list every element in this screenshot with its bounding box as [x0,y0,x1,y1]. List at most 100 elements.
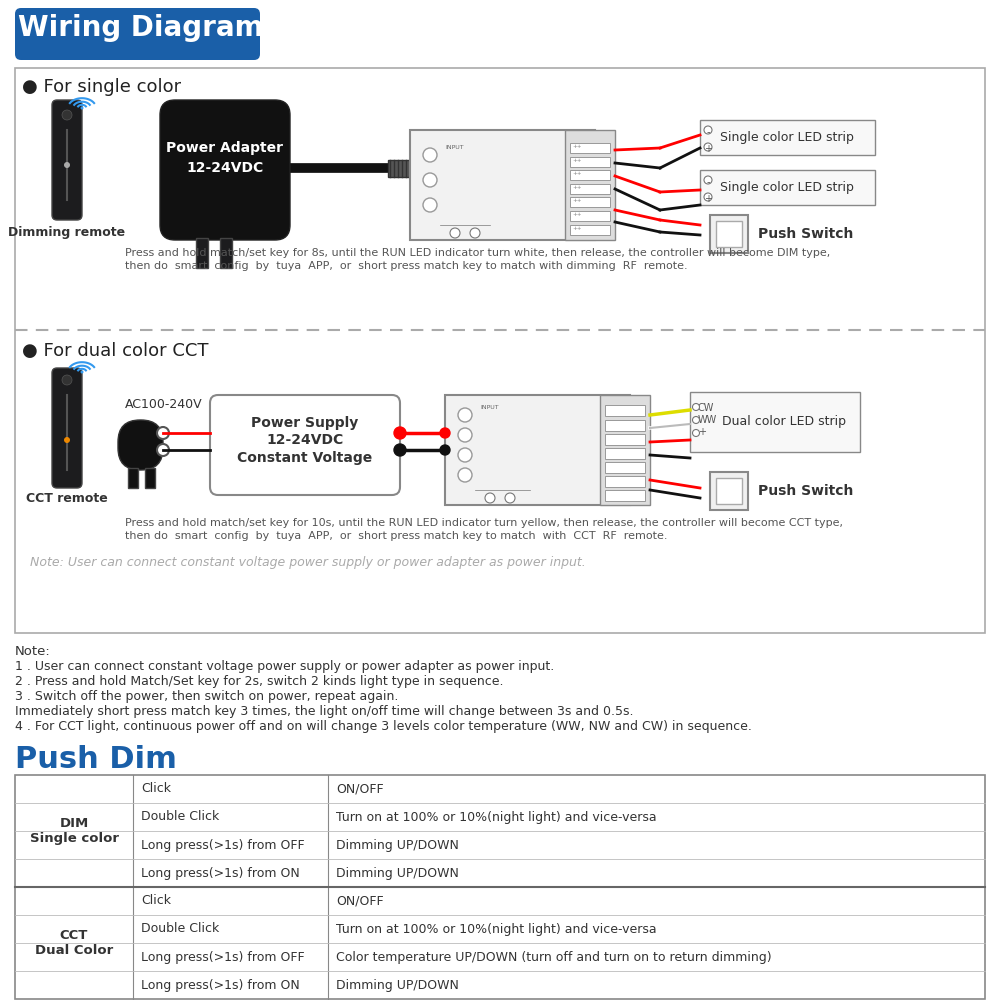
Circle shape [423,148,437,162]
Bar [145,468,155,488]
Bar [710,472,748,510]
Text: Push Switch: Push Switch [758,484,853,498]
Circle shape [505,493,515,503]
Circle shape [157,444,169,456]
Text: Note:: Note: [15,645,51,658]
Circle shape [423,173,437,187]
Text: Color temperature UP/DOWN (turn off and turn on to return dimming): Color temperature UP/DOWN (turn off and … [336,950,772,964]
Text: Dimming remote: Dimming remote [8,226,126,239]
Text: Constant Voltage: Constant Voltage [237,451,373,465]
Circle shape [692,416,700,424]
Text: ● For single color: ● For single color [22,78,181,96]
Text: ++: ++ [572,185,582,190]
Text: -: - [706,127,710,137]
Text: 3 . Switch off the power, then switch on power, repeat again.: 3 . Switch off the power, then switch on… [15,690,398,703]
Bar [15,68,985,633]
Text: Push Switch: Push Switch [758,227,853,241]
FancyBboxPatch shape [15,8,260,60]
Text: +: + [704,144,712,154]
Text: WW: WW [698,415,717,425]
Bar [15,775,985,999]
Bar [388,160,410,177]
Circle shape [423,198,437,212]
Text: ++: ++ [572,144,582,149]
Text: Dimming UP/DOWN: Dimming UP/DOWN [336,978,459,992]
Text: ++: ++ [572,226,582,231]
Text: Click: Click [141,894,171,908]
Circle shape [704,143,712,151]
Bar [605,420,645,431]
Circle shape [64,437,70,443]
Text: 1 . User can connect constant voltage power supply or power adapter as power inp: 1 . User can connect constant voltage po… [15,660,554,673]
Text: Wiring Diagram: Wiring Diagram [18,14,264,42]
Circle shape [704,126,712,134]
Text: Dimming UP/DOWN: Dimming UP/DOWN [336,838,459,852]
Text: AC100-240V: AC100-240V [125,398,203,411]
Text: Turn on at 100% or 10%(night light) and vice-versa: Turn on at 100% or 10%(night light) and … [336,922,657,936]
Text: ON/OFF: ON/OFF [336,894,384,908]
Circle shape [64,162,70,168]
Bar [570,225,610,235]
Text: +: + [698,427,706,437]
Bar [605,490,645,501]
Bar [600,395,650,505]
Text: Immediately short press match key 3 times, the light on/off time will change bet: Immediately short press match key 3 time… [15,705,634,718]
Text: ++: ++ [572,158,582,163]
Text: Press and hold match/set key for 8s, until the RUN LED indicator turn white, the: Press and hold match/set key for 8s, unt… [125,248,830,258]
Text: Single color LED strip: Single color LED strip [720,130,854,143]
Circle shape [80,106,84,109]
Text: 12-24VDC: 12-24VDC [186,161,264,175]
Bar [700,120,875,155]
Text: Push Dim: Push Dim [15,745,177,774]
Bar [605,448,645,459]
Bar [700,170,875,205]
Text: ON/OFF: ON/OFF [336,782,384,796]
Text: Click: Click [141,782,171,796]
Circle shape [692,403,700,410]
Text: CCT
Dual Color: CCT Dual Color [35,929,113,957]
Bar [716,221,742,247]
Bar [716,478,742,504]
Circle shape [704,193,712,201]
Bar [570,157,610,167]
Text: Double Click: Double Click [141,810,219,824]
Circle shape [394,444,406,456]
Circle shape [440,428,450,438]
Bar [565,130,615,240]
Text: INPUT: INPUT [480,405,499,410]
Text: Press and hold match/set key for 10s, until the RUN LED indicator turn yellow, t: Press and hold match/set key for 10s, un… [125,518,843,528]
Bar [690,392,860,452]
Text: CW: CW [698,403,714,413]
Bar [710,215,748,253]
Circle shape [62,375,72,385]
Text: DIM
Single color: DIM Single color [30,817,119,845]
Text: Long press(>1s) from OFF: Long press(>1s) from OFF [141,950,305,964]
Text: ++: ++ [572,198,582,203]
Bar [570,211,610,221]
Bar [196,238,208,268]
Text: Dual color LED strip: Dual color LED strip [722,416,846,428]
Text: Note: User can connect constant voltage power supply or power adapter as power i: Note: User can connect constant voltage … [30,556,586,569]
Circle shape [62,110,72,120]
Text: Power Supply: Power Supply [251,416,359,430]
Circle shape [485,493,495,503]
Text: INPUT: INPUT [445,145,464,150]
Bar [128,468,138,488]
Text: Long press(>1s) from ON: Long press(>1s) from ON [141,866,300,880]
Text: Long press(>1s) from OFF: Long press(>1s) from OFF [141,838,305,852]
FancyBboxPatch shape [52,100,82,220]
Bar [605,434,645,445]
Bar [570,184,610,194]
FancyBboxPatch shape [210,395,400,495]
Bar [605,405,645,416]
Text: CCT remote: CCT remote [26,492,108,505]
Circle shape [157,427,169,439]
FancyBboxPatch shape [160,100,290,240]
Text: 4 . For CCT light, continuous power off and on will change 3 levels color temper: 4 . For CCT light, continuous power off … [15,720,752,733]
Text: Long press(>1s) from ON: Long press(>1s) from ON [141,978,300,992]
Circle shape [704,176,712,184]
Circle shape [470,228,480,238]
Circle shape [450,228,460,238]
Circle shape [458,408,472,422]
Circle shape [692,430,700,436]
